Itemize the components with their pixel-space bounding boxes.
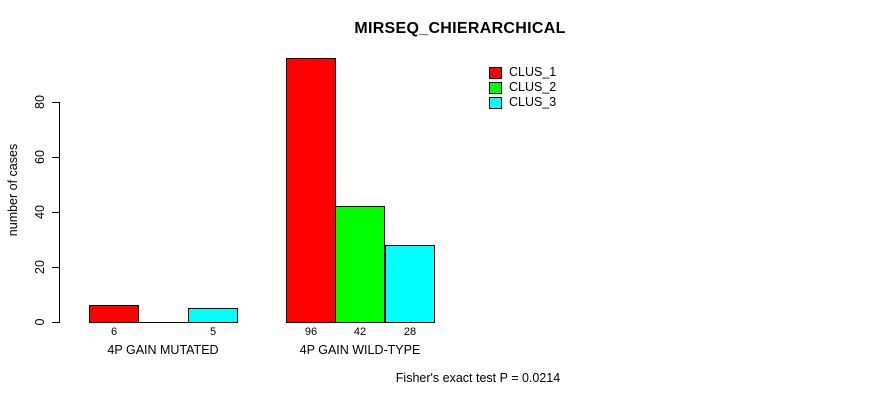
legend: CLUS_1 CLUS_2 CLUS_3 [489, 65, 556, 110]
legend-label: CLUS_2 [509, 80, 557, 94]
legend-swatch-clus_1 [489, 66, 502, 79]
y-tick-label: 40 [33, 205, 47, 219]
bar-clus_2-wild-type [335, 206, 385, 323]
legend-swatch-clus_2 [489, 81, 502, 94]
legend-label: CLUS_3 [509, 95, 557, 109]
bar-value-label: 42 [353, 326, 367, 338]
y-tick-mark [52, 212, 59, 213]
chart-title: MIRSEQ_CHIERARCHICAL [354, 20, 566, 37]
legend-item: CLUS_3 [489, 95, 556, 110]
legend-swatch-clus_3 [489, 96, 502, 109]
bar-clus_1-mutated [89, 305, 139, 323]
y-tick-label: 20 [33, 260, 47, 274]
fisher-test-annotation: Fisher's exact test P = 0.0214 [395, 371, 561, 385]
bar-clus_2-mutated [138, 322, 188, 323]
category-label: 4P GAIN MUTATED [107, 343, 219, 357]
y-axis-line [59, 102, 60, 323]
bar-value-label: 5 [209, 326, 217, 338]
y-tick-label: 80 [33, 95, 47, 109]
y-tick-mark [52, 157, 59, 158]
category-label: 4P GAIN WILD-TYPE [299, 343, 421, 357]
bar-clus_3-mutated [188, 308, 238, 323]
y-axis-label: number of cases [6, 143, 20, 237]
bar-value-label: 6 [110, 326, 118, 338]
legend-label: CLUS_1 [509, 65, 557, 79]
y-tick-mark [52, 322, 59, 323]
bar-clus_1-wild-type [286, 58, 336, 323]
bar-clus_3-wild-type [385, 245, 435, 323]
y-tick-label: 0 [33, 318, 47, 326]
y-tick-mark [52, 102, 59, 103]
bar-value-label: 28 [403, 326, 417, 338]
y-tick-mark [52, 267, 59, 268]
legend-item: CLUS_2 [489, 80, 556, 95]
bar-value-label: 96 [304, 326, 318, 338]
y-tick-label: 60 [33, 150, 47, 164]
legend-item: CLUS_1 [489, 65, 556, 80]
